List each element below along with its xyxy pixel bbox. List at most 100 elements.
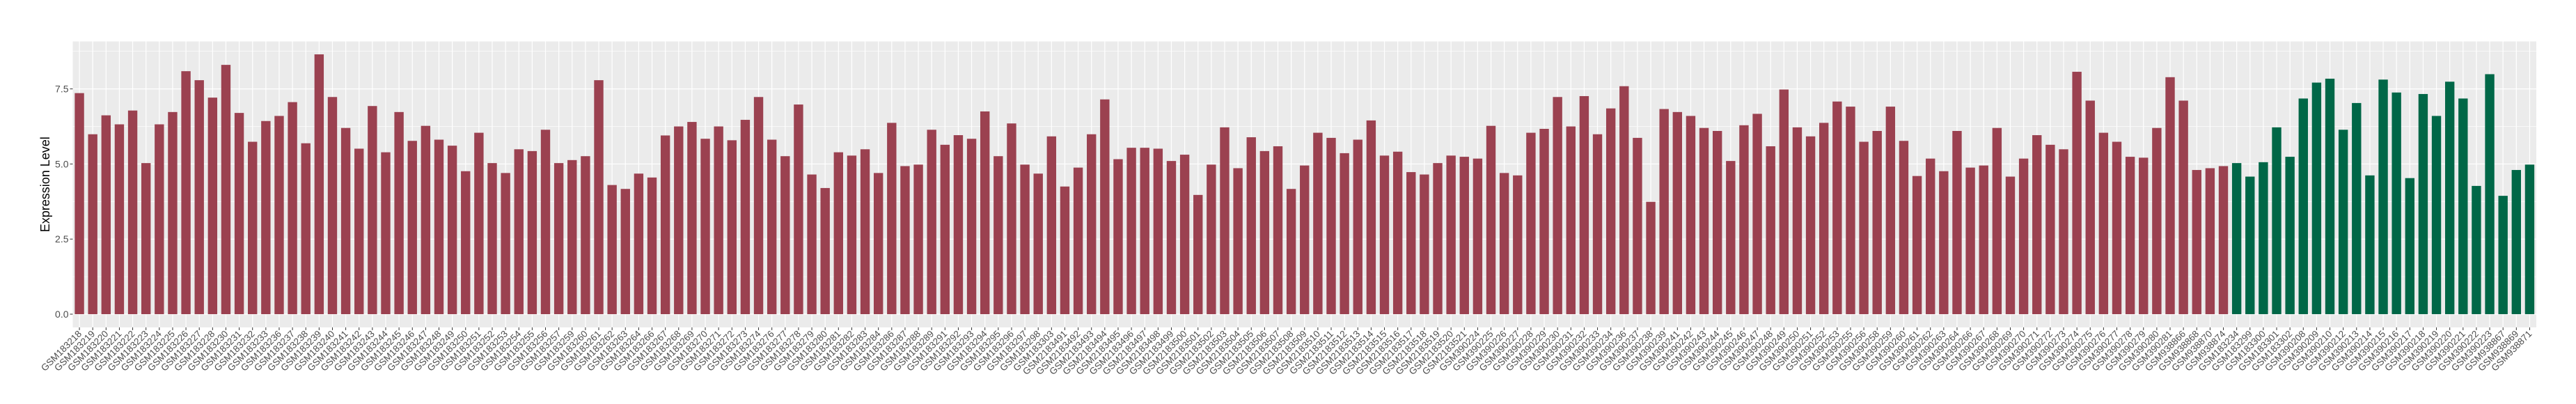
bar-GSM2183514: [1366, 120, 1376, 315]
bar-GSM390252: [1819, 123, 1829, 315]
bar-GSM390210: [2325, 78, 2335, 315]
bar-GSM183262: [607, 185, 617, 315]
bars: [74, 54, 2535, 315]
bar-GSM183236: [274, 116, 284, 315]
bar-GSM390280: [2152, 127, 2162, 315]
bar-GSM183294: [980, 111, 990, 315]
bar-GSM183297: [1020, 164, 1030, 315]
bar-GSM183233: [261, 121, 271, 315]
bar-GSM183256: [540, 130, 551, 315]
bar-GSM390231: [1566, 126, 1576, 315]
bar-GSM390236: [1619, 86, 1629, 315]
bar-GSM2183503: [1220, 127, 1230, 315]
bar-GSM2183501: [1193, 194, 1203, 315]
bar-GSM2183519: [1433, 163, 1443, 315]
bar-GSM183260: [581, 156, 590, 315]
bar-GSM390276: [2098, 132, 2109, 315]
bar-GSM390255: [1846, 107, 1855, 315]
bar-GSM390208: [2298, 98, 2308, 315]
bar-GSM390270: [2018, 158, 2029, 315]
bar-GSM183230: [221, 65, 231, 315]
bar-GSM2183497: [1140, 148, 1149, 315]
bar-GSM183224: [155, 124, 164, 315]
bar-GSM183277: [780, 156, 790, 315]
bar-GSM390219: [2431, 116, 2442, 315]
bar-GSM183280: [820, 187, 830, 315]
bar-GSM2183491: [1060, 186, 1070, 315]
bar-GSM390256: [1859, 141, 1869, 315]
bar-GSM183239: [314, 54, 324, 315]
bar-GSM183245: [394, 111, 404, 315]
bar-GSM390214: [2365, 175, 2375, 315]
bar-GSM938874: [2218, 166, 2229, 315]
bar-GSM2183492: [1073, 167, 1083, 315]
bar-GSM2183515: [1379, 155, 1390, 315]
bar-GSM183283: [860, 149, 870, 315]
y-tick-label: 5.0: [55, 158, 69, 169]
bar-GSM183243: [368, 106, 377, 315]
bar-GSM2183498: [1153, 148, 1163, 315]
bar-GSM390223: [2485, 74, 2495, 315]
bar-GSM390226: [1499, 173, 1509, 315]
bar-GSM183225: [168, 111, 178, 315]
bar-GSM390279: [2139, 157, 2149, 315]
x-axis: GSM183218GSM183219GSM183220GSM183221GSM1…: [39, 327, 2534, 377]
bar-GSM390229: [1539, 128, 1549, 315]
bar-GSM183228: [207, 98, 218, 315]
bar-GSM390281: [2165, 77, 2175, 315]
bar-GSM390261: [1912, 176, 1922, 315]
bar-GSM183281: [833, 152, 843, 315]
bar-GSM183274: [753, 97, 764, 315]
bar-GSM183276: [767, 139, 777, 315]
bar-GSM183272: [727, 140, 737, 315]
bar-GSM390222: [2472, 185, 2481, 315]
bar-GSM390273: [2059, 149, 2068, 315]
bar-GSM2183504: [1233, 168, 1243, 315]
bar-GSM390271: [2032, 135, 2042, 315]
bar-GSM390260: [1899, 141, 1909, 315]
bar-GSM183253: [501, 173, 510, 315]
bar-GSM390242: [1686, 116, 1696, 315]
bar-GSM183282: [847, 155, 857, 315]
bar-GSM938870: [2205, 168, 2215, 315]
bar-GSM183231: [234, 113, 244, 315]
bar-GSM390243: [1699, 127, 1709, 315]
bar-GSM183279: [807, 174, 817, 315]
bar-GSM2183493: [1087, 134, 1097, 315]
bar-GSM390234: [1605, 108, 1616, 315]
bar-GSM183219: [88, 134, 97, 315]
bar-GSM183252: [487, 163, 497, 315]
bar-GSM183267: [660, 135, 670, 315]
bar-GSM390259: [1885, 107, 1896, 315]
bar-GSM183273: [740, 120, 751, 315]
bar-GSM938869: [2511, 170, 2522, 315]
bar-GSM183250: [461, 171, 471, 315]
bar-GSM2183516: [1392, 151, 1403, 315]
bar-GSM2183502: [1207, 164, 1216, 315]
bar-GSM390218: [2418, 93, 2428, 315]
bar-GSM390250: [1792, 127, 1803, 315]
bar-GSM183268: [674, 126, 684, 315]
bar-GSM183293: [966, 139, 977, 315]
bar-GSM183289: [927, 130, 936, 315]
bar-GSM183278: [794, 104, 803, 315]
bar-GSM183270: [700, 139, 710, 315]
bar-GSM183288: [913, 164, 923, 315]
bar-GSM390248: [1766, 146, 1775, 315]
bar-GSM183249: [447, 146, 457, 315]
bar-GSM183284: [873, 173, 883, 315]
bar-GSM183301: [2272, 127, 2282, 315]
bar-GSM390251: [1805, 136, 1816, 315]
bar-GSM390253: [1832, 101, 1842, 315]
bar-GSM2183513: [1353, 139, 1362, 315]
bar-GSM183247: [421, 125, 431, 315]
bar-GSM183226: [181, 71, 191, 315]
bar-GSM390238: [1646, 201, 1656, 315]
bar-GSM183242: [354, 148, 364, 315]
bar-GSM390233: [1592, 134, 1603, 315]
bar-GSM2183508: [1286, 189, 1296, 315]
bar-GSM390277: [2112, 141, 2122, 315]
bar-GSM390230: [1553, 97, 1562, 315]
bar-GSM183266: [647, 177, 657, 315]
